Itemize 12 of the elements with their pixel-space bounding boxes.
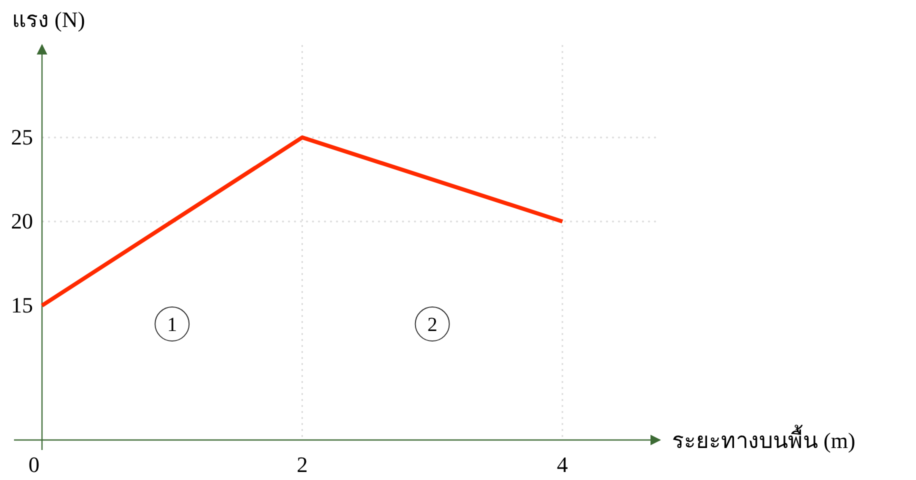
x-tick-label: 2 — [296, 452, 308, 477]
x-axis-title: ระยะทางบนพื้น (m) — [672, 425, 856, 453]
y-tick-label: 25 — [11, 124, 33, 150]
y-axis-title: แรง (N) — [12, 7, 86, 32]
y-tick-label: 20 — [11, 208, 33, 234]
annotation: 2 — [414, 306, 450, 342]
annotation: 1 — [154, 306, 190, 342]
annotation: 2 — [427, 314, 438, 336]
annotation: 1 — [167, 314, 178, 336]
x-tick-label: 0 — [28, 452, 40, 477]
y-tick-label: 15 — [11, 292, 33, 318]
x-tick-label: 4 — [556, 452, 568, 477]
